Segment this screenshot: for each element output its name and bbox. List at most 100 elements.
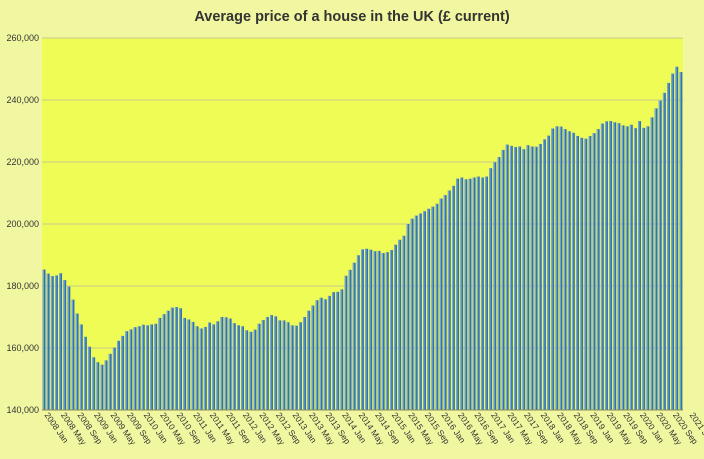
bar bbox=[588, 135, 592, 410]
y-tick-label: 180,000 bbox=[6, 281, 39, 291]
bar-highlight bbox=[621, 125, 623, 411]
bar bbox=[208, 322, 211, 410]
bar-highlight bbox=[174, 307, 177, 410]
bar bbox=[319, 297, 323, 410]
bar bbox=[265, 317, 269, 410]
bar-highlight bbox=[261, 320, 264, 410]
bar bbox=[96, 362, 100, 410]
bar-highlight bbox=[522, 149, 524, 411]
bar bbox=[646, 126, 650, 410]
bar-highlight bbox=[216, 321, 218, 410]
bar-highlight bbox=[551, 128, 553, 410]
bar bbox=[83, 336, 87, 410]
bar-highlight bbox=[588, 135, 590, 410]
bar-highlight bbox=[228, 318, 231, 410]
bar bbox=[629, 124, 633, 411]
bar-highlight bbox=[67, 286, 69, 410]
bar-highlight bbox=[526, 145, 528, 410]
bar-highlight bbox=[361, 249, 363, 410]
bar bbox=[625, 126, 629, 410]
bar bbox=[489, 168, 493, 410]
bar bbox=[299, 322, 302, 410]
bar-highlight bbox=[633, 128, 636, 410]
bar-highlight bbox=[290, 325, 293, 410]
bar-highlight bbox=[146, 325, 148, 410]
bar-highlight bbox=[538, 144, 541, 410]
bar-highlight bbox=[671, 73, 673, 411]
bar-highlight bbox=[108, 353, 111, 410]
bar bbox=[543, 139, 546, 410]
bar bbox=[476, 176, 480, 410]
bar bbox=[671, 73, 675, 411]
bar bbox=[613, 122, 617, 410]
bar bbox=[675, 66, 679, 410]
bar-highlight bbox=[596, 129, 599, 410]
bar-highlight bbox=[518, 146, 520, 410]
bar-highlight bbox=[278, 320, 280, 410]
bar bbox=[456, 178, 460, 410]
bar-highlight bbox=[257, 323, 259, 410]
bar bbox=[50, 276, 54, 410]
bar bbox=[146, 325, 149, 410]
bar bbox=[361, 249, 364, 410]
y-tick-label: 200,000 bbox=[6, 219, 39, 229]
bar bbox=[162, 314, 166, 410]
bar bbox=[418, 213, 422, 410]
bar-highlight bbox=[584, 138, 586, 410]
bar bbox=[650, 117, 654, 411]
bar-highlight bbox=[629, 124, 632, 411]
bar bbox=[327, 295, 331, 410]
bar-highlight bbox=[319, 297, 321, 410]
bar bbox=[195, 326, 199, 410]
bar bbox=[356, 255, 360, 410]
bar-highlight bbox=[303, 317, 305, 410]
bar bbox=[423, 211, 426, 410]
bar-highlight bbox=[385, 252, 388, 410]
bar bbox=[104, 360, 108, 410]
bar-highlight bbox=[265, 317, 268, 410]
bar-highlight bbox=[323, 299, 326, 410]
bar bbox=[323, 299, 327, 410]
bar bbox=[117, 340, 120, 410]
bar bbox=[137, 326, 141, 410]
bar-highlight bbox=[162, 314, 164, 410]
bar bbox=[398, 239, 402, 410]
bar-highlight bbox=[83, 336, 86, 410]
bar-highlight bbox=[427, 208, 429, 410]
bar-highlight bbox=[158, 317, 160, 410]
bar-highlight bbox=[576, 135, 578, 410]
bar bbox=[59, 273, 63, 410]
bar bbox=[509, 145, 513, 410]
bar-highlight bbox=[270, 315, 272, 410]
bar-highlight bbox=[150, 324, 152, 410]
bar bbox=[662, 92, 666, 411]
bar bbox=[129, 329, 133, 410]
bar bbox=[220, 317, 224, 410]
bar-highlight bbox=[282, 320, 284, 410]
bar bbox=[270, 315, 273, 410]
bar-highlight bbox=[112, 347, 115, 410]
bar-highlight bbox=[315, 300, 317, 410]
bar bbox=[592, 133, 596, 411]
bar bbox=[576, 135, 579, 410]
y-tick-label: 240,000 bbox=[6, 95, 39, 105]
bar bbox=[621, 125, 625, 411]
bar-highlight bbox=[253, 329, 255, 410]
bar-highlight bbox=[489, 168, 491, 410]
bar-highlight bbox=[497, 157, 499, 410]
bar-highlight bbox=[642, 127, 644, 411]
bar-highlight bbox=[59, 273, 61, 410]
bar bbox=[79, 324, 83, 410]
bar-highlight bbox=[580, 137, 582, 410]
bar bbox=[307, 310, 311, 410]
bar-highlight bbox=[609, 121, 611, 410]
bar-highlight bbox=[121, 335, 123, 410]
bar-highlight bbox=[336, 291, 338, 410]
bar-highlight bbox=[563, 129, 565, 410]
bar bbox=[381, 253, 385, 410]
bar-highlight bbox=[245, 330, 247, 410]
bar bbox=[340, 289, 344, 410]
bar-highlight bbox=[104, 360, 106, 410]
bar-highlight bbox=[654, 108, 656, 411]
bar-highlight bbox=[348, 269, 350, 410]
